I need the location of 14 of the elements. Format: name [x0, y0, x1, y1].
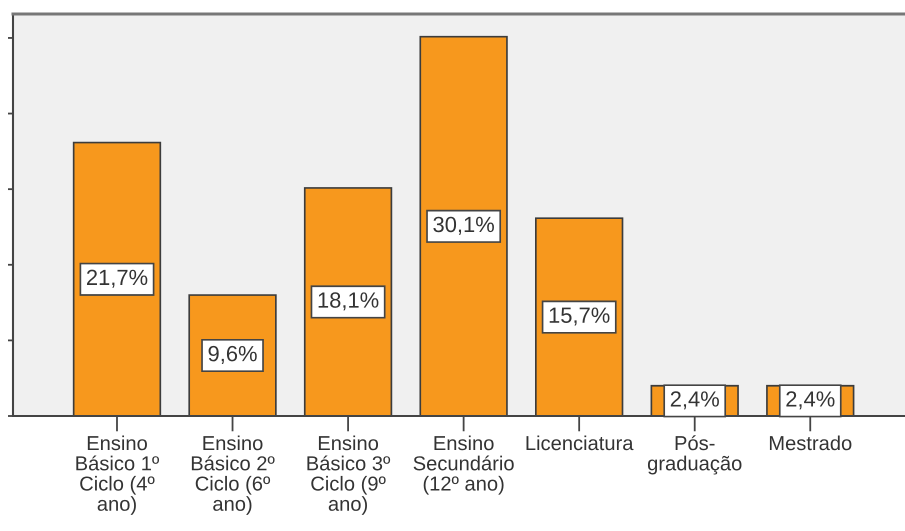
x-tick-label: Ensino Básico 3º Ciclo (9º ano) — [307, 435, 390, 515]
data-label: 9,6% — [208, 346, 257, 364]
data-label: 18,1% — [318, 292, 378, 310]
data-label: 2,4% — [670, 391, 719, 410]
data-label: 15,7% — [550, 308, 610, 326]
data-label: 2,4% — [786, 391, 834, 410]
x-tick-label: Ensino Secundário (12º ano) — [414, 435, 514, 495]
x-tick-label: Licenciatura — [526, 435, 634, 450]
x-tick-label: Ensino Básico 1º Ciclo (4º ano) — [76, 435, 160, 515]
x-tick-label: Ensino Básico 2º Ciclo (6º ano) — [192, 435, 275, 515]
x-tick-label: Pós- graduação — [648, 435, 742, 475]
data-label: 30,1% — [433, 216, 494, 235]
x-tick-label: Mestrado — [770, 435, 852, 450]
data-label: 21,7% — [86, 270, 148, 288]
